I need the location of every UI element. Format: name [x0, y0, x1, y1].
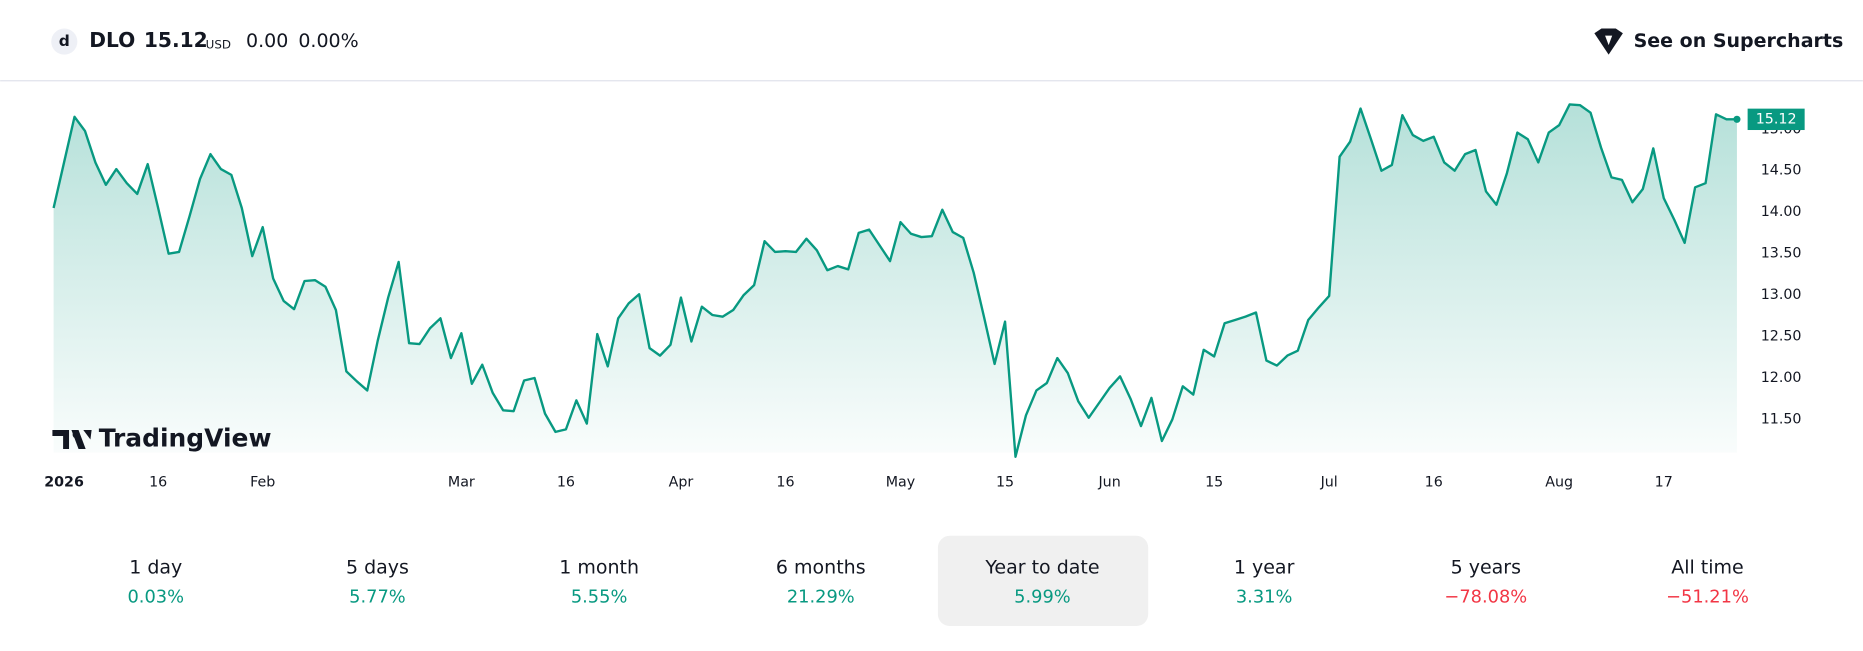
plot: 11.5012.0012.5013.0013.5014.0014.5015.00…	[44, 103, 1805, 490]
y-tick-label: 12.00	[1761, 370, 1802, 386]
price: 15.12	[144, 28, 208, 52]
last-price-badge	[1747, 108, 1805, 131]
period-change[interactable]: 5.77%	[349, 587, 406, 608]
period-label[interactable]: Year to date	[984, 556, 1099, 578]
x-tick-label: Mar	[448, 474, 475, 490]
change: 0.00	[246, 30, 288, 52]
x-tick-label: 2026	[44, 474, 84, 490]
period-change[interactable]: 0.03%	[127, 587, 184, 608]
supercharts-link[interactable]: See on Supercharts	[1634, 30, 1844, 52]
watermark-logo	[52, 430, 92, 450]
y-tick-label: 13.50	[1761, 246, 1802, 262]
symbol-logo	[51, 28, 78, 55]
x-tick-label: Feb	[250, 474, 275, 490]
x-tick-label: 16	[557, 474, 575, 490]
x-tick-label: 15	[1205, 474, 1223, 490]
y-tick-label: 12.50	[1761, 329, 1802, 345]
period-label[interactable]: 1 day	[129, 556, 182, 578]
period-label[interactable]: 5 days	[346, 556, 409, 578]
x-tick-label: 15	[996, 474, 1014, 490]
watermark: TradingView	[52, 424, 272, 453]
period-label[interactable]: 1 month	[559, 556, 639, 578]
x-tick-label: 16	[1425, 474, 1443, 490]
x-tick-label: 16	[776, 474, 794, 490]
watermark-logo-dot	[72, 431, 80, 439]
period-label[interactable]: 1 year	[1234, 556, 1295, 578]
symbol-logo-glyph: d	[59, 32, 70, 50]
change-percent: 0.00%	[298, 30, 358, 52]
x-tick-label: May	[886, 474, 916, 490]
watermark-text: TradingView	[99, 424, 272, 453]
x-tick-label: 17	[1655, 474, 1673, 490]
periods: 1 day 0.03% 5 days 5.77% 1 month 5.55% 6 month…	[127, 535, 1749, 627]
y-tick-label: 11.50	[1761, 411, 1802, 427]
period-change[interactable]: 21.29%	[787, 587, 855, 608]
x-tick-label: Jul	[1320, 474, 1338, 490]
header: d DLO 15.12 USD 0.00 0.00% See on Superc…	[0, 28, 1863, 82]
period-selected-bg	[937, 535, 1149, 627]
x-tick-label: Jun	[1097, 474, 1120, 490]
period-change[interactable]: 5.55%	[571, 587, 628, 608]
period-label[interactable]: All time	[1671, 556, 1744, 578]
y-tick-label: 13.00	[1761, 287, 1802, 303]
x-tick-label: Aug	[1545, 474, 1573, 490]
period-change[interactable]: 5.99%	[1014, 587, 1071, 608]
period-change[interactable]: −78.08%	[1444, 587, 1527, 608]
last-point	[1733, 115, 1741, 123]
supercharts-icon-inner	[1605, 35, 1613, 46]
last-price-label: 15.12	[1756, 111, 1797, 127]
area	[53, 104, 1737, 457]
period-label[interactable]: 5 years	[1451, 556, 1521, 578]
x-tick-label: Apr	[669, 474, 694, 490]
y-tick-label: 14.00	[1761, 204, 1802, 220]
x-tick-label: 16	[149, 474, 167, 490]
symbol: DLO	[89, 28, 135, 52]
period-label[interactable]: 6 months	[776, 556, 866, 578]
period-change[interactable]: 3.31%	[1236, 587, 1293, 608]
currency: USD	[206, 38, 231, 52]
y-tick-label: 14.50	[1761, 163, 1802, 179]
period-change[interactable]: −51.21%	[1666, 587, 1749, 608]
price-line	[52, 103, 1737, 458]
